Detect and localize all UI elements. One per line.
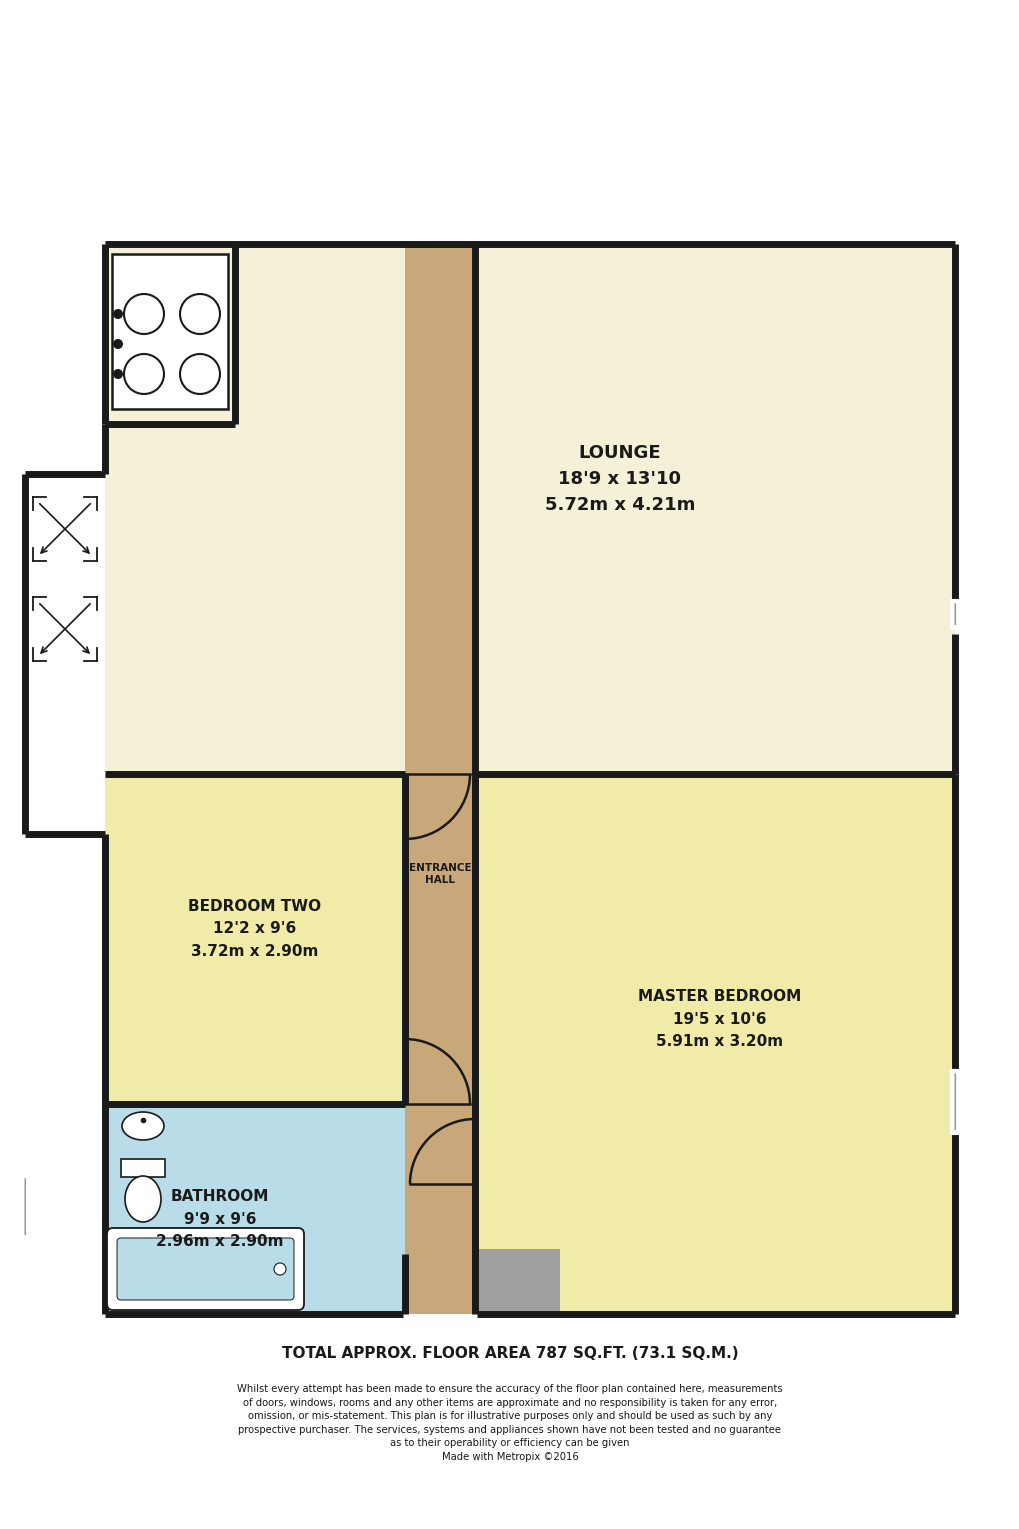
Bar <box>112 254 228 408</box>
Circle shape <box>179 355 220 394</box>
Circle shape <box>113 339 123 349</box>
Circle shape <box>274 1263 285 1275</box>
Text: Whilst every attempt has been made to ensure the accuracy of the floor plan cont: Whilst every attempt has been made to en… <box>237 1384 782 1462</box>
Circle shape <box>124 294 164 333</box>
Text: BEDROOM TWO
12'2 x 9'6
3.72m x 2.90m: BEDROOM TWO 12'2 x 9'6 3.72m x 2.90m <box>189 899 321 959</box>
FancyBboxPatch shape <box>107 1228 304 1310</box>
Bar <box>121 1159 165 1177</box>
Text: ENTRANCE
HALL: ENTRANCE HALL <box>409 864 471 885</box>
Bar <box>475 1249 559 1313</box>
Bar <box>475 774 954 1313</box>
Circle shape <box>113 368 123 379</box>
Bar <box>105 774 405 1104</box>
Text: TOTAL APPROX. FLOOR AREA 787 SQ.FT. (73.1 SQ.M.): TOTAL APPROX. FLOOR AREA 787 SQ.FT. (73.… <box>281 1347 738 1361</box>
Text: BATHROOM
9'9 x 9'6
2.96m x 2.90m: BATHROOM 9'9 x 9'6 2.96m x 2.90m <box>156 1190 283 1249</box>
Circle shape <box>124 355 164 394</box>
Bar <box>105 1104 405 1313</box>
FancyBboxPatch shape <box>117 1238 293 1300</box>
Bar <box>105 245 234 424</box>
Text: MASTER BEDROOM
19'5 x 10'6
5.91m x 3.20m: MASTER BEDROOM 19'5 x 10'6 5.91m x 3.20m <box>638 989 801 1049</box>
Circle shape <box>179 294 220 333</box>
Ellipse shape <box>125 1176 161 1222</box>
Bar <box>405 245 475 1313</box>
Bar <box>105 245 954 774</box>
Circle shape <box>113 309 123 320</box>
Text: LOUNGE
18'9 x 13'10
5.72m x 4.21m: LOUNGE 18'9 x 13'10 5.72m x 4.21m <box>544 443 695 514</box>
Bar <box>25 474 105 833</box>
Ellipse shape <box>122 1112 164 1141</box>
